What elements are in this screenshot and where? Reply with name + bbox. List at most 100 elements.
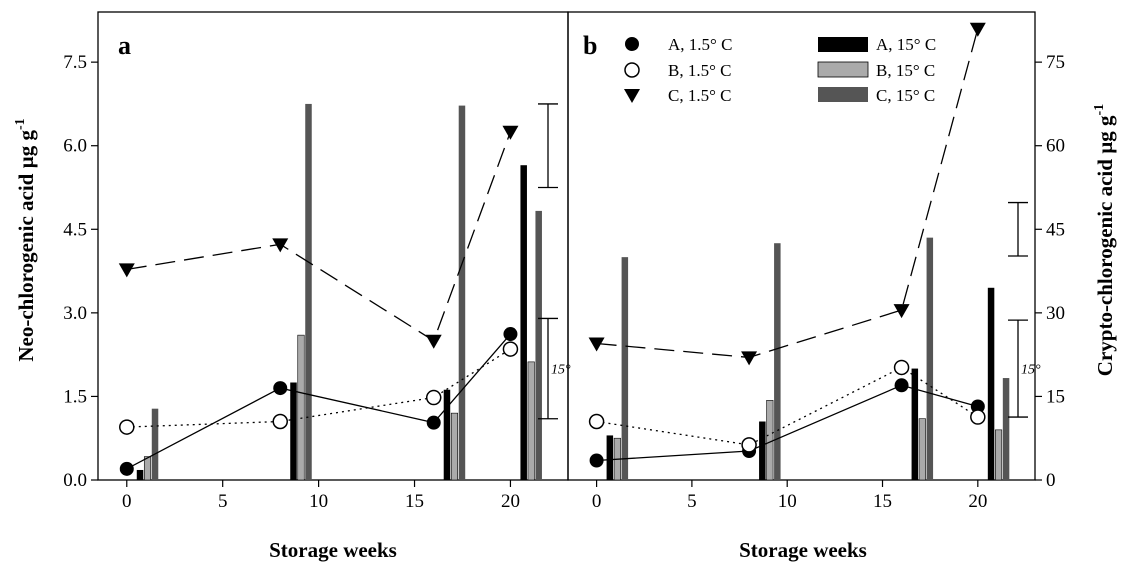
line-c-1-5-c	[126, 131, 512, 342]
point-b-1-5	[425, 389, 442, 406]
panel-a: a 0 5 10 15 20 0.0 1.5 3.0 4.5 6.0 7.5 15°	[63, 11, 571, 512]
panel-letter-b: b	[583, 31, 597, 60]
panel-b: b 0 5 10 15 20 0 15 30 45 60 75 15°	[567, 11, 1065, 512]
bar-c-15-c	[151, 408, 159, 480]
legend-entry-a-1-5: A, 1.5° C	[625, 35, 732, 54]
error-bar-label: 15°	[551, 363, 571, 378]
plot-frame-a	[97, 11, 569, 481]
bar-a-15-c	[606, 435, 614, 480]
y-axis-title-left-superscript: -1	[13, 118, 28, 130]
point-a-1-5	[589, 453, 604, 468]
y-tick-label: 7.5	[63, 52, 87, 73]
point-b-1-5	[741, 437, 757, 453]
x-tick-label: 10	[778, 491, 797, 512]
y-axis-title-left: Neo-chlorogenic acid µg g-1	[13, 118, 38, 361]
x-tick-label: 15	[405, 491, 424, 512]
point-a-1-5	[894, 378, 909, 393]
legend-label-c-15: C, 15° C	[876, 86, 935, 105]
bar-a-15-c	[759, 421, 766, 480]
y-tick-label: 60	[1046, 136, 1065, 157]
error-bar	[538, 103, 558, 189]
y-tick-label: 75	[1046, 52, 1065, 73]
bar-b-15-c	[918, 418, 926, 481]
point-c-1-5	[425, 334, 442, 349]
svg-text:Crypto-chlorogenic acid µg g-1: Crypto-chlorogenic acid µg g-1	[1092, 104, 1117, 376]
legend-swatch-c-15	[818, 87, 868, 102]
bar-a-15-c	[987, 287, 995, 480]
legend-swatch-b-15	[817, 61, 869, 78]
error-bar: 15°	[1008, 319, 1041, 418]
error-bar: 15°	[538, 317, 571, 420]
legend-entry-c-15: C, 15° C	[818, 86, 935, 105]
point-b-1-5	[272, 413, 288, 430]
y-tick-label: 45	[1046, 219, 1065, 240]
point-c-1-5	[502, 125, 519, 140]
point-c-1-5	[118, 263, 135, 278]
legend-entry-c-1-5: C, 1.5° C	[624, 86, 731, 105]
panel-letter-a: a	[118, 31, 131, 60]
legend-label-a-1-5: A, 1.5° C	[668, 35, 732, 54]
legend: A, 1.5° C B, 1.5° C C, 1.5° C A, 15° C B…	[624, 35, 936, 105]
bar-b-15-c	[143, 456, 152, 481]
point-c-1-5	[588, 337, 605, 352]
error-bar-label: 15°	[1021, 363, 1041, 378]
x-tick-label: 5	[687, 491, 697, 512]
point-b-1-5	[502, 341, 519, 357]
bar-a-15-c	[911, 368, 919, 480]
bar-c-15-c	[621, 257, 629, 480]
y-axis-title-right: Crypto-chlorogenic acid µg g-1	[1092, 104, 1117, 376]
x-tick-label: 10	[309, 491, 328, 512]
y-tick-label: 3.0	[63, 303, 87, 324]
legend-entry-b-15: B, 15° C	[817, 61, 935, 80]
x-axis-title-left: Storage weeks	[269, 538, 397, 562]
bar-c-15-c	[926, 237, 934, 480]
bar-c-15-c	[305, 103, 312, 480]
x-tick-label: 5	[218, 491, 228, 512]
x-tick-label: 15	[873, 491, 892, 512]
point-a-1-5	[426, 415, 441, 430]
x-tick-label: 20	[501, 491, 520, 512]
point-c-1-5	[893, 304, 910, 319]
bar-a-15-c	[290, 382, 297, 480]
bar-c-15-c	[774, 243, 781, 480]
y-tick-label: 15	[1046, 386, 1065, 407]
legend-swatch-a-15	[818, 37, 868, 52]
x-tick-label: 20	[968, 491, 987, 512]
legend-label-a-15: A, 15° C	[876, 35, 936, 54]
line-c-1-5-c	[596, 28, 979, 359]
point-c-1-5	[741, 351, 758, 366]
bar-b-15-c	[527, 361, 535, 481]
y-tick-label: 6.0	[63, 136, 87, 157]
point-a-1-5	[273, 381, 288, 396]
bar-a-15-c	[443, 389, 451, 480]
bar-c-15-c	[1002, 378, 1010, 480]
bar-b-15-c	[297, 334, 305, 481]
bar-b-15-c	[995, 429, 1003, 481]
y-tick-label: 0.0	[63, 470, 87, 491]
point-b-1-5	[119, 419, 135, 435]
legend-label-c-1-5: C, 1.5° C	[668, 86, 731, 105]
legend-entry-b-1-5: B, 1.5° C	[624, 61, 731, 80]
y-axis-title-left-text: Neo-chlorogenic acid µg g	[14, 130, 38, 362]
bar-c-15-c	[535, 210, 542, 480]
legend-marker-open-circle	[624, 62, 640, 78]
legend-entry-a-15: A, 15° C	[818, 35, 936, 54]
y-tick-label: 30	[1046, 303, 1065, 324]
legend-marker-filled-circle	[625, 37, 639, 51]
legend-label-b-1-5: B, 1.5° C	[668, 61, 731, 80]
bar-a-15-c	[520, 165, 527, 480]
y-axis-title-right-superscript: -1	[1092, 104, 1107, 116]
point-c-1-5	[272, 238, 289, 253]
point-b-1-5	[588, 413, 605, 430]
x-tick-label: 0	[592, 491, 602, 512]
svg-text:Neo-chlorogenic acid µg g-1: Neo-chlorogenic acid µg g-1	[13, 118, 38, 361]
x-tick-label: 0	[122, 491, 132, 512]
line-b-1-5-c	[126, 348, 511, 428]
point-c-1-5	[969, 22, 986, 37]
point-b-1-5	[970, 409, 986, 425]
line-a-1-5-c	[126, 333, 511, 470]
y-axis-title-right-text: Crypto-chlorogenic acid µg g	[1093, 115, 1117, 376]
point-a-1-5	[970, 399, 985, 414]
chart-panels: a 0 5 10 15 20 0.0 1.5 3.0 4.5 6.0 7.5 15° b 0 5 10 15 20 0…	[63, 11, 1065, 512]
